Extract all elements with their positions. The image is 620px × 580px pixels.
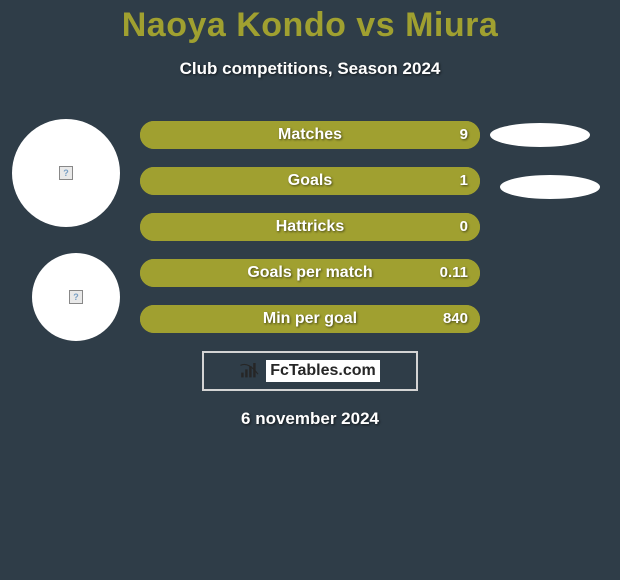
ellipse-marker [500,175,600,199]
stat-row-matches: Matches 9 [140,121,480,149]
attribution-badge: FcTables.com [202,351,418,391]
ellipse-marker [490,123,590,147]
attribution-text: FcTables.com [266,360,380,382]
bar-label: Goals per match [140,259,480,287]
chart-bars-icon [240,363,260,379]
bar-label: Goals [140,167,480,195]
page-title: Naoya Kondo vs Miura [0,0,620,45]
broken-image-icon: ? [59,166,73,180]
page-subtitle: Club competitions, Season 2024 [0,59,620,79]
stat-row-min-per-goal: Min per goal 840 [140,305,480,333]
bar-value: 9 [460,121,468,149]
bar-value: 0 [460,213,468,241]
stat-row-goals-per-match: Goals per match 0.11 [140,259,480,287]
stat-row-hattricks: Hattricks 0 [140,213,480,241]
bar-value: 840 [443,305,468,333]
player1-avatar: ? [12,119,120,227]
stat-row-goals: Goals 1 [140,167,480,195]
stat-bars: Matches 9 Goals 1 Hattricks 0 Goals per … [140,121,480,351]
bar-label: Matches [140,121,480,149]
bar-label: Min per goal [140,305,480,333]
bar-value: 0.11 [440,259,468,287]
player2-avatar: ? [32,253,120,341]
footer-date: 6 november 2024 [0,409,620,429]
bar-value: 1 [460,167,468,195]
bar-label: Hattricks [140,213,480,241]
broken-image-icon: ? [69,290,83,304]
